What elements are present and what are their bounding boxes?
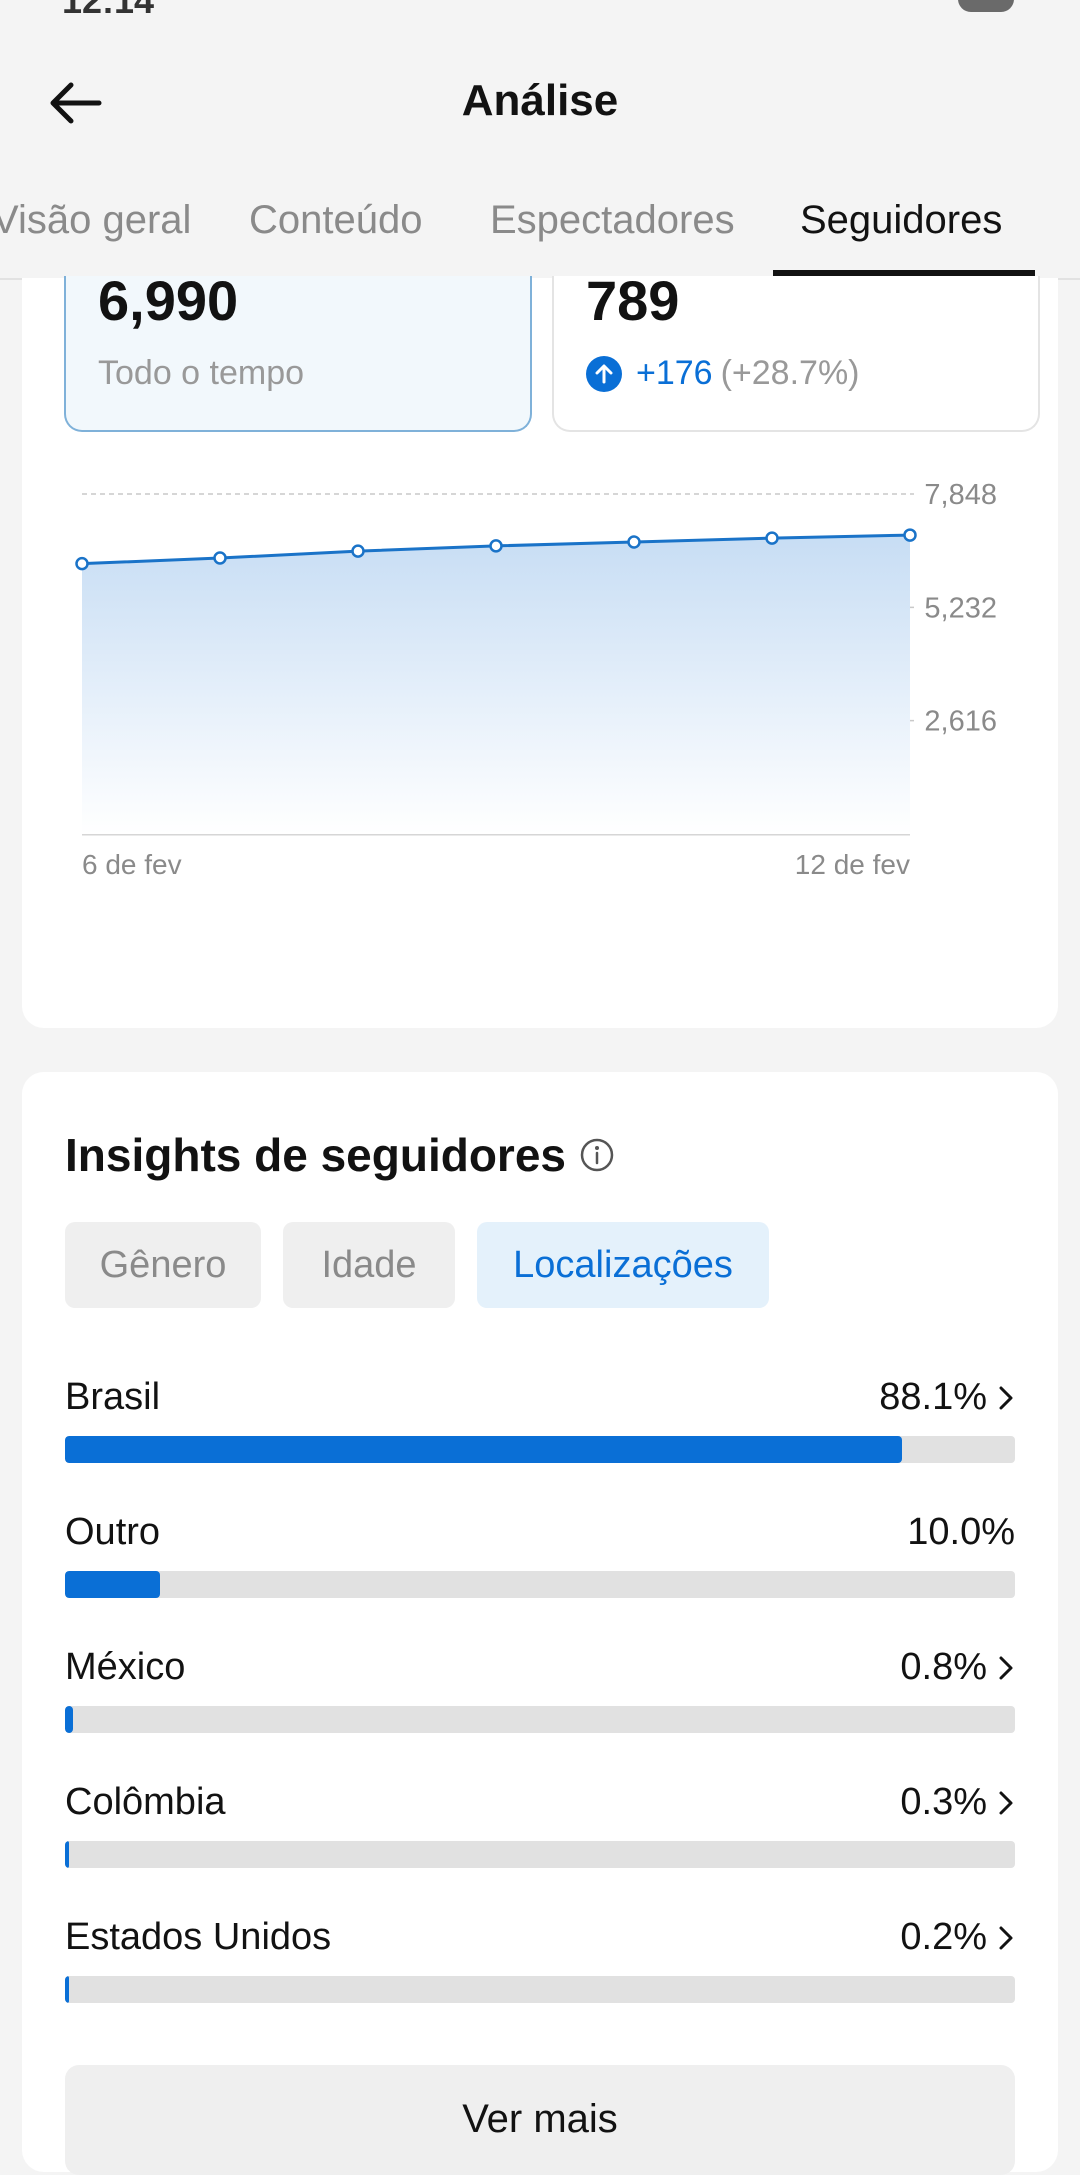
total-followers-card[interactable]: 6,990 Todo o tempo (64, 269, 532, 432)
tab-espectadores[interactable]: Espectadores (490, 198, 735, 242)
followers-change-value: +176 (636, 354, 713, 392)
active-tab-indicator (773, 270, 1035, 276)
location-name: Estados Unidos (65, 1916, 332, 1958)
arrow-left-icon (50, 82, 102, 124)
total-followers-value: 6,990 (98, 269, 239, 332)
location-percent-text: 0.8% (900, 1646, 987, 1688)
data-point (489, 539, 503, 553)
insights-title: Insights de seguidores (65, 1129, 566, 1181)
arrow-up-icon (586, 355, 622, 392)
location-bar-fill (65, 1436, 902, 1463)
tab-seguidores[interactable]: Seguidores (800, 198, 1003, 242)
location-percent-text: 88.1% (879, 1376, 987, 1418)
chip-idade[interactable]: Idade (283, 1222, 455, 1308)
location-row[interactable]: Colômbia 0.3% (65, 1781, 1015, 1881)
x-tick-label: 6 de fev (82, 849, 182, 880)
see-more-label: Ver mais (462, 2097, 618, 2141)
location-percent: 0.8% (900, 1646, 1015, 1689)
location-percent-text: 10.0% (907, 1511, 1015, 1553)
x-tick-label: 12 de fev (795, 849, 910, 880)
y-tick-label: 5,232 (924, 592, 997, 624)
followers-change-percent: (+28.7%) (720, 354, 860, 392)
data-point (351, 544, 365, 558)
location-bar-track (65, 1976, 1015, 2003)
location-percent-text: 0.3% (900, 1781, 987, 1823)
page-title: Análise (461, 76, 619, 125)
chip-genero[interactable]: Gênero (65, 1222, 261, 1308)
battery-icon (958, 0, 1014, 12)
location-bar-track (65, 1706, 1015, 1733)
location-row[interactable]: Estados Unidos 0.2% (65, 1916, 1015, 2016)
chevron-right-icon[interactable] (997, 1924, 1015, 1952)
location-row[interactable]: México 0.8% (65, 1646, 1015, 1746)
recent-followers-value: 789 (586, 269, 680, 332)
data-point (765, 531, 779, 545)
location-name: Outro (65, 1511, 161, 1553)
status-time: 12:14 (62, 0, 155, 21)
location-bar-track (65, 1571, 1015, 1598)
location-percent: 10.0% (907, 1511, 1015, 1554)
tab-conteudo[interactable]: Conteúdo (249, 198, 423, 242)
location-row[interactable]: Brasil 88.1% (65, 1376, 1015, 1476)
y-tick-label: 2,616 (924, 706, 997, 738)
insights-heading: Insights de seguidores (65, 1128, 614, 1182)
location-name: Colômbia (65, 1781, 226, 1823)
location-bar-track (65, 1436, 1015, 1463)
location-percent: 0.3% (900, 1781, 1015, 1824)
data-point (75, 556, 89, 571)
location-bar-fill (65, 1976, 69, 2003)
header: Análise (0, 40, 1080, 160)
location-percent-text: 0.2% (900, 1916, 987, 1958)
followers-change: +176 (+28.7%) (586, 354, 860, 393)
location-bar-fill (65, 1841, 69, 1868)
location-name: Brasil (65, 1376, 161, 1418)
tab-bar: Visão geral Conteúdo Espectadores Seguid… (0, 190, 1080, 280)
followers-area-chart: 7,848 5,232 2,616 6 de fev 12 de fev (75, 479, 997, 880)
location-bar-fill (65, 1706, 73, 1733)
status-bar: 12:14 (0, 0, 1080, 21)
follower-insights-card: Insights de seguidores Gênero Idade Loca… (22, 1072, 1058, 2175)
y-tick-label: 7,848 (924, 479, 997, 511)
total-followers-label: Todo o tempo (98, 354, 305, 392)
data-point (903, 528, 917, 542)
chart-area (82, 535, 910, 834)
chevron-right-icon[interactable] (997, 1789, 1015, 1817)
data-point (627, 535, 641, 549)
location-bar-fill (65, 1571, 160, 1598)
chip-localizacoes[interactable]: Localizações (477, 1222, 769, 1308)
location-bar-track (65, 1841, 1015, 1868)
back-button[interactable] (40, 68, 110, 138)
location-percent: 88.1% (879, 1376, 1015, 1419)
chevron-right-icon[interactable] (997, 1384, 1015, 1412)
location-row: Outro 10.0% (65, 1511, 1015, 1611)
tab-visao-geral[interactable]: Visão geral (0, 198, 192, 242)
location-name: México (65, 1646, 186, 1688)
followers-chart-card: 6,990 Todo o tempo 789 +176 (+28.7%) 7,8… (22, 269, 1058, 1028)
info-icon[interactable] (580, 1138, 614, 1172)
data-point (213, 551, 227, 565)
chevron-right-icon[interactable] (997, 1654, 1015, 1682)
recent-followers-card[interactable]: 789 +176 (+28.7%) (552, 269, 1040, 432)
see-more-button[interactable]: Ver mais (65, 2065, 1015, 2175)
location-percent: 0.2% (900, 1916, 1015, 1959)
